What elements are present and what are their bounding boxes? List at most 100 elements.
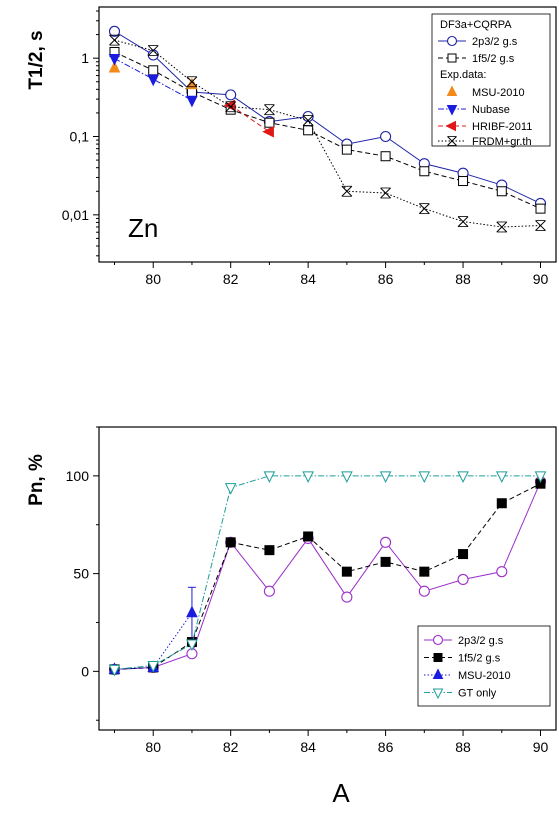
top-legend-marker bbox=[446, 105, 458, 116]
top-line-1f5-2-g-s bbox=[114, 51, 541, 210]
top-series-nubase bbox=[108, 54, 198, 108]
bottom-point-gt-only bbox=[147, 660, 160, 673]
bottom-point-1f5-2-g-s bbox=[341, 566, 352, 577]
top-point-nubase bbox=[108, 54, 121, 66]
bottom-point-1f5-2-g-s bbox=[380, 556, 391, 567]
bottom-line-1f5-2-g-s bbox=[114, 483, 541, 670]
top-legend-marker bbox=[447, 136, 457, 146]
top-point-1f5-2-g-s bbox=[380, 151, 391, 162]
bottom-legend-entry-1f5-2-g-s: 1f5/2 g.s bbox=[424, 653, 501, 665]
top-point-frdm-gr-th bbox=[535, 220, 546, 231]
top-legend-label: HRIBF-2011 bbox=[472, 121, 532, 133]
element-annotation: Zn bbox=[128, 213, 158, 243]
top-point-2p3-2-g-s bbox=[302, 110, 314, 123]
bottom-legend-label: MSU-2010 bbox=[458, 670, 511, 682]
top-panel: 80 82 84 86 88 90 1 0,1 0,01 T1/2, s Zn DF3a+CQR… bbox=[26, 6, 557, 287]
bottom-plot-frame bbox=[98, 426, 557, 731]
top-x-tick-label: 82 bbox=[223, 271, 239, 287]
top-x-tick-label: 86 bbox=[378, 271, 394, 287]
bottom-point-gt-only bbox=[186, 639, 198, 652]
top-point-1f5-2-g-s bbox=[341, 144, 352, 155]
top-point-frdm-gr-th bbox=[147, 45, 159, 56]
bottom-legend-label: 2p3/2 g.s bbox=[458, 635, 504, 647]
bottom-point-2p3-2-g-s bbox=[263, 585, 275, 597]
top-x-tick-label: 84 bbox=[300, 271, 316, 287]
top-legend-marker bbox=[446, 35, 458, 47]
bottom-x-tick-label: 90 bbox=[533, 739, 549, 755]
top-plot-frame bbox=[98, 6, 557, 263]
bottom-legend-entries: 2p3/2 g.s 1f5/2 g.s MSU-2010 GT only bbox=[424, 634, 511, 700]
bottom-point-1f5-2-g-s bbox=[419, 566, 430, 577]
bottom-legend-marker bbox=[433, 653, 443, 662]
top-x-tick-label: 90 bbox=[533, 271, 549, 287]
bottom-point-gt-only bbox=[108, 664, 121, 677]
bottom-point-gt-only bbox=[263, 471, 276, 483]
top-y-tick-label: 0,1 bbox=[70, 129, 90, 145]
bottom-point-2p3-2-g-s bbox=[457, 573, 469, 586]
top-legend-entry-nubase: Nubase bbox=[438, 104, 510, 116]
top-legend-entry-frdm-gr-th: FRDM+gr.th bbox=[438, 136, 532, 148]
bottom-point-2p3-2-g-s bbox=[341, 591, 353, 603]
bottom-x-tick-label: 84 bbox=[300, 739, 316, 755]
bottom-y-tick-label: 100 bbox=[66, 468, 90, 484]
top-legend-label: 2p3/2 g.s bbox=[472, 36, 518, 48]
bottom-point-2p3-2-g-s bbox=[380, 536, 392, 548]
top-point-1f5-2-g-s bbox=[264, 117, 275, 128]
top-point-frdm-gr-th bbox=[457, 216, 469, 227]
bottom-x-tick-label: 88 bbox=[455, 739, 471, 755]
bottom-y-tick-label: 50 bbox=[73, 566, 89, 582]
bottom-axis-ticks: 80 82 84 86 88 90 0 50 100 bbox=[66, 426, 549, 755]
bottom-point-gt-only bbox=[379, 471, 392, 483]
top-x-tick-label: 80 bbox=[145, 271, 161, 287]
top-y-tick-label: 0,01 bbox=[62, 207, 89, 223]
top-legend-label: MSU-2010 bbox=[472, 87, 525, 99]
bottom-point-gt-only bbox=[534, 471, 547, 483]
top-point-2p3-2-g-s bbox=[108, 25, 121, 37]
bottom-panel: 80 82 84 86 88 90 0 50 100 Pn, % A 2p3/2 g.s 1f5/… bbox=[26, 426, 557, 808]
top-axis-ticks: 80 82 84 86 88 90 1 0,1 0,01 bbox=[62, 10, 549, 287]
top-series-layer bbox=[108, 25, 547, 233]
top-point-1f5-2-g-s bbox=[535, 203, 546, 214]
top-point-frdm-gr-th bbox=[186, 76, 198, 88]
bottom-series-msu-2010 bbox=[108, 586, 198, 674]
bottom-legend-marker bbox=[432, 634, 444, 646]
bottom-point-1f5-2-g-s bbox=[458, 549, 469, 560]
bottom-legend-marker bbox=[432, 688, 444, 700]
top-legend-entry-1f5-2-g-s: 1f5/2 g.s bbox=[438, 53, 515, 65]
bottom-series-layer bbox=[108, 471, 547, 677]
bottom-point-gt-only bbox=[457, 471, 469, 483]
bottom-point-gt-only bbox=[495, 471, 508, 483]
top-x-tick-label: 88 bbox=[455, 271, 471, 287]
top-point-2p3-2-g-s bbox=[380, 130, 392, 143]
top-legend: DF3a+CQRPA 2p3/2 g.s 1f5/2 g.s Exp.data: MS… bbox=[431, 13, 551, 148]
top-point-2p3-2-g-s bbox=[225, 89, 237, 101]
bottom-legend-label: GT only bbox=[458, 688, 497, 700]
x-axis-title: A bbox=[332, 778, 350, 808]
top-point-frdm-gr-th bbox=[109, 34, 120, 46]
bottom-legend-entry-2p3-2-g-s: 2p3/2 g.s bbox=[424, 634, 504, 647]
bottom-line-2p3-2-g-s bbox=[114, 481, 541, 670]
top-line-frdm-gr-th bbox=[114, 39, 541, 228]
bottom-point-2p3-2-g-s bbox=[496, 566, 508, 578]
top-point-nubase bbox=[147, 74, 160, 87]
bottom-point-gt-only bbox=[224, 483, 237, 495]
top-legend-label: Nubase bbox=[472, 104, 510, 116]
top-legend-entry-2p3-2-g-s: 2p3/2 g.s bbox=[438, 35, 518, 48]
bottom-legend-label: 1f5/2 g.s bbox=[458, 653, 501, 665]
bottom-y-axis-title: Pn, % bbox=[26, 454, 47, 506]
bottom-legend-entry-gt-only: GT only bbox=[424, 688, 497, 700]
bottom-point-gt-only bbox=[418, 471, 431, 483]
top-point-hribf-2011 bbox=[262, 125, 274, 138]
bottom-point-1f5-2-g-s bbox=[225, 537, 236, 548]
top-legend-label: FRDM+gr.th bbox=[472, 136, 532, 148]
top-legend-label: 1f5/2 g.s bbox=[472, 53, 515, 65]
bottom-point-1f5-2-g-s bbox=[496, 498, 507, 509]
top-point-frdm-gr-th bbox=[380, 187, 391, 199]
top-point-msu-2010 bbox=[108, 60, 121, 73]
top-point-frdm-gr-th bbox=[418, 203, 430, 215]
bottom-point-2p3-2-g-s bbox=[418, 585, 430, 597]
bottom-x-tick-label: 82 bbox=[223, 739, 239, 755]
top-point-frdm-gr-th bbox=[496, 221, 508, 233]
bottom-legend: 2p3/2 g.s 1f5/2 g.s MSU-2010 GT only bbox=[417, 625, 551, 707]
